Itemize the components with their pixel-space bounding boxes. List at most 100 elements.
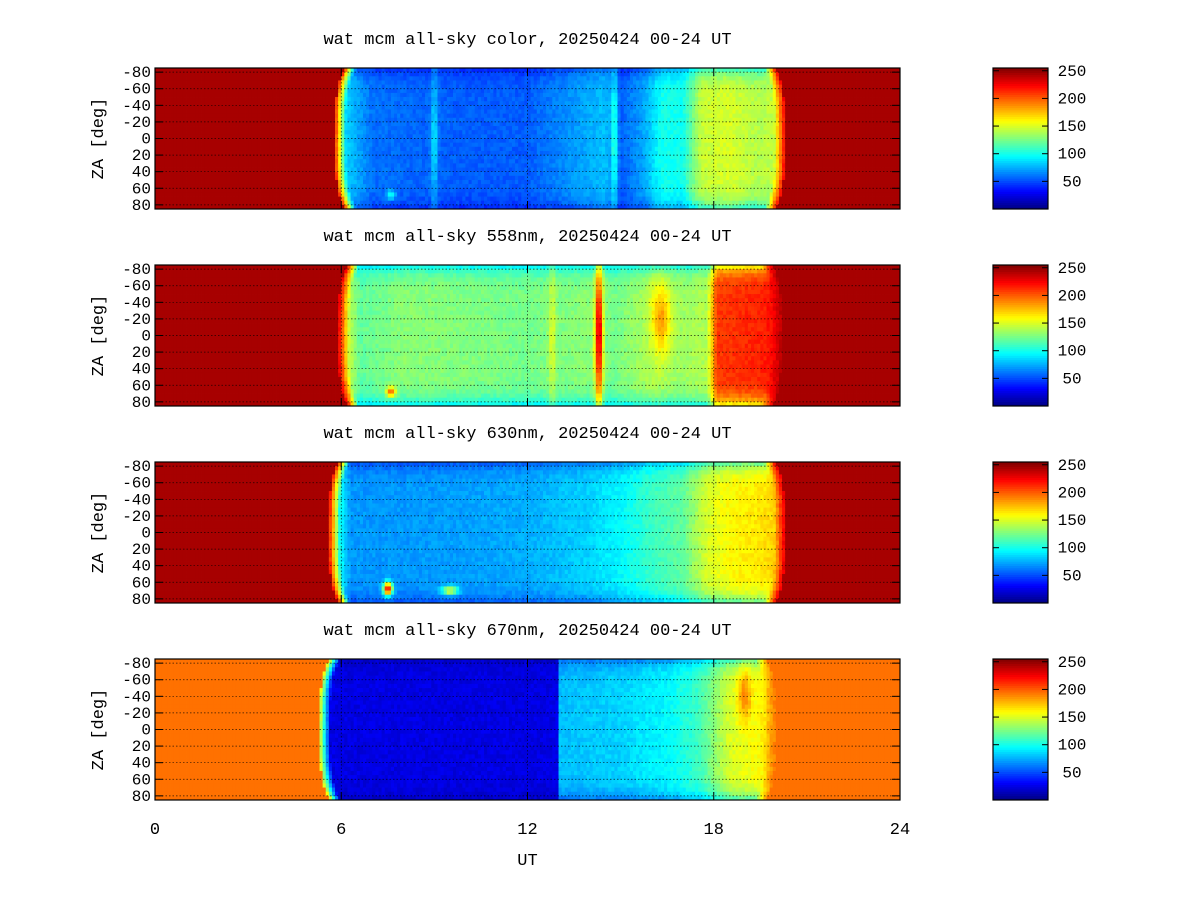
heatmap-cell — [437, 113, 441, 119]
heatmap-cell — [449, 80, 454, 85]
heatmap-cell — [602, 155, 606, 160]
heatmap-cell — [552, 84, 556, 90]
heatmap-cell — [477, 121, 482, 127]
heatmap-cell — [210, 117, 215, 123]
heatmap-cell — [431, 184, 435, 189]
heatmap-cell — [394, 155, 398, 160]
heatmap-cell — [263, 88, 268, 94]
heatmap-cell — [285, 196, 289, 202]
heatmap-cell — [260, 188, 265, 193]
heatmap-cell — [297, 142, 302, 148]
heatmap-cell — [549, 68, 553, 73]
heatmap-cell — [350, 184, 355, 189]
heatmap-cell — [543, 88, 547, 94]
heatmap-cell — [204, 150, 209, 156]
heatmap-cell — [505, 84, 510, 90]
heatmap-cell — [307, 188, 311, 193]
heatmap-cell — [543, 192, 547, 197]
heatmap-cell — [195, 192, 199, 197]
heatmap-cell — [291, 92, 296, 98]
heatmap-cell — [285, 97, 289, 102]
heatmap-cell — [428, 92, 432, 98]
heatmap-cell — [266, 188, 271, 193]
heatmap-cell — [347, 192, 351, 197]
heatmap-cell — [387, 171, 392, 177]
heatmap-cell — [375, 196, 379, 202]
heatmap-cell — [533, 155, 538, 160]
heatmap-cell — [415, 84, 420, 90]
heatmap-cell — [226, 92, 230, 98]
heatmap-cell — [182, 76, 187, 81]
heatmap-cell — [493, 68, 497, 73]
heatmap-cell — [189, 109, 193, 115]
heatmap-cell — [288, 113, 292, 119]
heatmap-cell — [304, 76, 308, 81]
heatmap-cell — [595, 179, 600, 185]
heatmap-cell — [167, 76, 171, 81]
heatmap-cell — [583, 134, 587, 139]
heatmap-cell — [418, 80, 423, 85]
heatmap-cell — [574, 171, 578, 177]
heatmap-cell — [276, 155, 280, 160]
heatmap-cell — [331, 76, 336, 81]
heatmap-cell — [282, 134, 286, 139]
heatmap-cell — [369, 159, 373, 164]
heatmap-cell — [580, 184, 584, 189]
heatmap-cell — [608, 105, 612, 110]
heatmap-cell — [313, 84, 317, 90]
heatmap-cell — [505, 146, 510, 152]
heatmap-cell — [443, 155, 448, 160]
heatmap-cell — [580, 121, 584, 127]
heatmap-cell — [412, 68, 417, 73]
heatmap-cell — [297, 68, 302, 73]
heatmap-cell — [570, 188, 575, 193]
heatmap-cell — [440, 113, 445, 119]
heatmap-cell — [276, 72, 280, 77]
heatmap-cell — [338, 155, 342, 160]
heatmap-cell — [493, 92, 497, 98]
heatmap-cell — [518, 72, 522, 77]
heatmap-cell — [294, 105, 299, 110]
heatmap-cell — [390, 204, 395, 209]
heatmap-cell — [480, 117, 485, 123]
heatmap-cell — [173, 97, 178, 102]
heatmap-cell — [356, 113, 361, 119]
heatmap-cell — [465, 184, 469, 189]
heatmap-cell — [490, 175, 494, 181]
heatmap-cell — [530, 101, 535, 106]
heatmap-cell — [198, 101, 202, 106]
heatmap-cell — [605, 179, 609, 185]
heatmap-cell — [164, 192, 168, 197]
heatmap-cell — [567, 105, 572, 110]
heatmap-cell — [605, 101, 609, 106]
heatmap-cell — [173, 146, 178, 152]
heatmap-cell — [241, 68, 246, 73]
heatmap-cell — [453, 126, 457, 131]
heatmap-cell — [155, 192, 159, 197]
heatmap-cell — [319, 88, 324, 94]
heatmap-cell — [372, 121, 376, 127]
heatmap-cell — [490, 126, 494, 131]
heatmap-cell — [437, 155, 441, 160]
heatmap-cell — [428, 134, 432, 139]
heatmap-cell — [561, 84, 566, 90]
heatmap-cell — [282, 204, 286, 209]
heatmap-cell — [515, 163, 519, 168]
heatmap-cell — [248, 68, 252, 73]
heatmap-cell — [173, 92, 178, 98]
heatmap-cell — [527, 92, 531, 98]
heatmap-cell — [462, 113, 466, 119]
heatmap-cell — [241, 200, 246, 206]
heatmap-cell — [577, 80, 581, 85]
heatmap-cell — [341, 163, 345, 168]
heatmap-cell — [421, 142, 426, 148]
heatmap-cell — [179, 109, 184, 115]
heatmap-cell — [474, 204, 479, 209]
heatmap-cell — [198, 92, 202, 98]
heatmap-cell — [257, 159, 261, 164]
heatmap-cell — [192, 155, 196, 160]
heatmap-cell — [372, 175, 376, 181]
heatmap-cell — [409, 204, 414, 209]
heatmap-cell — [496, 200, 500, 206]
heatmap-cell — [248, 121, 252, 127]
